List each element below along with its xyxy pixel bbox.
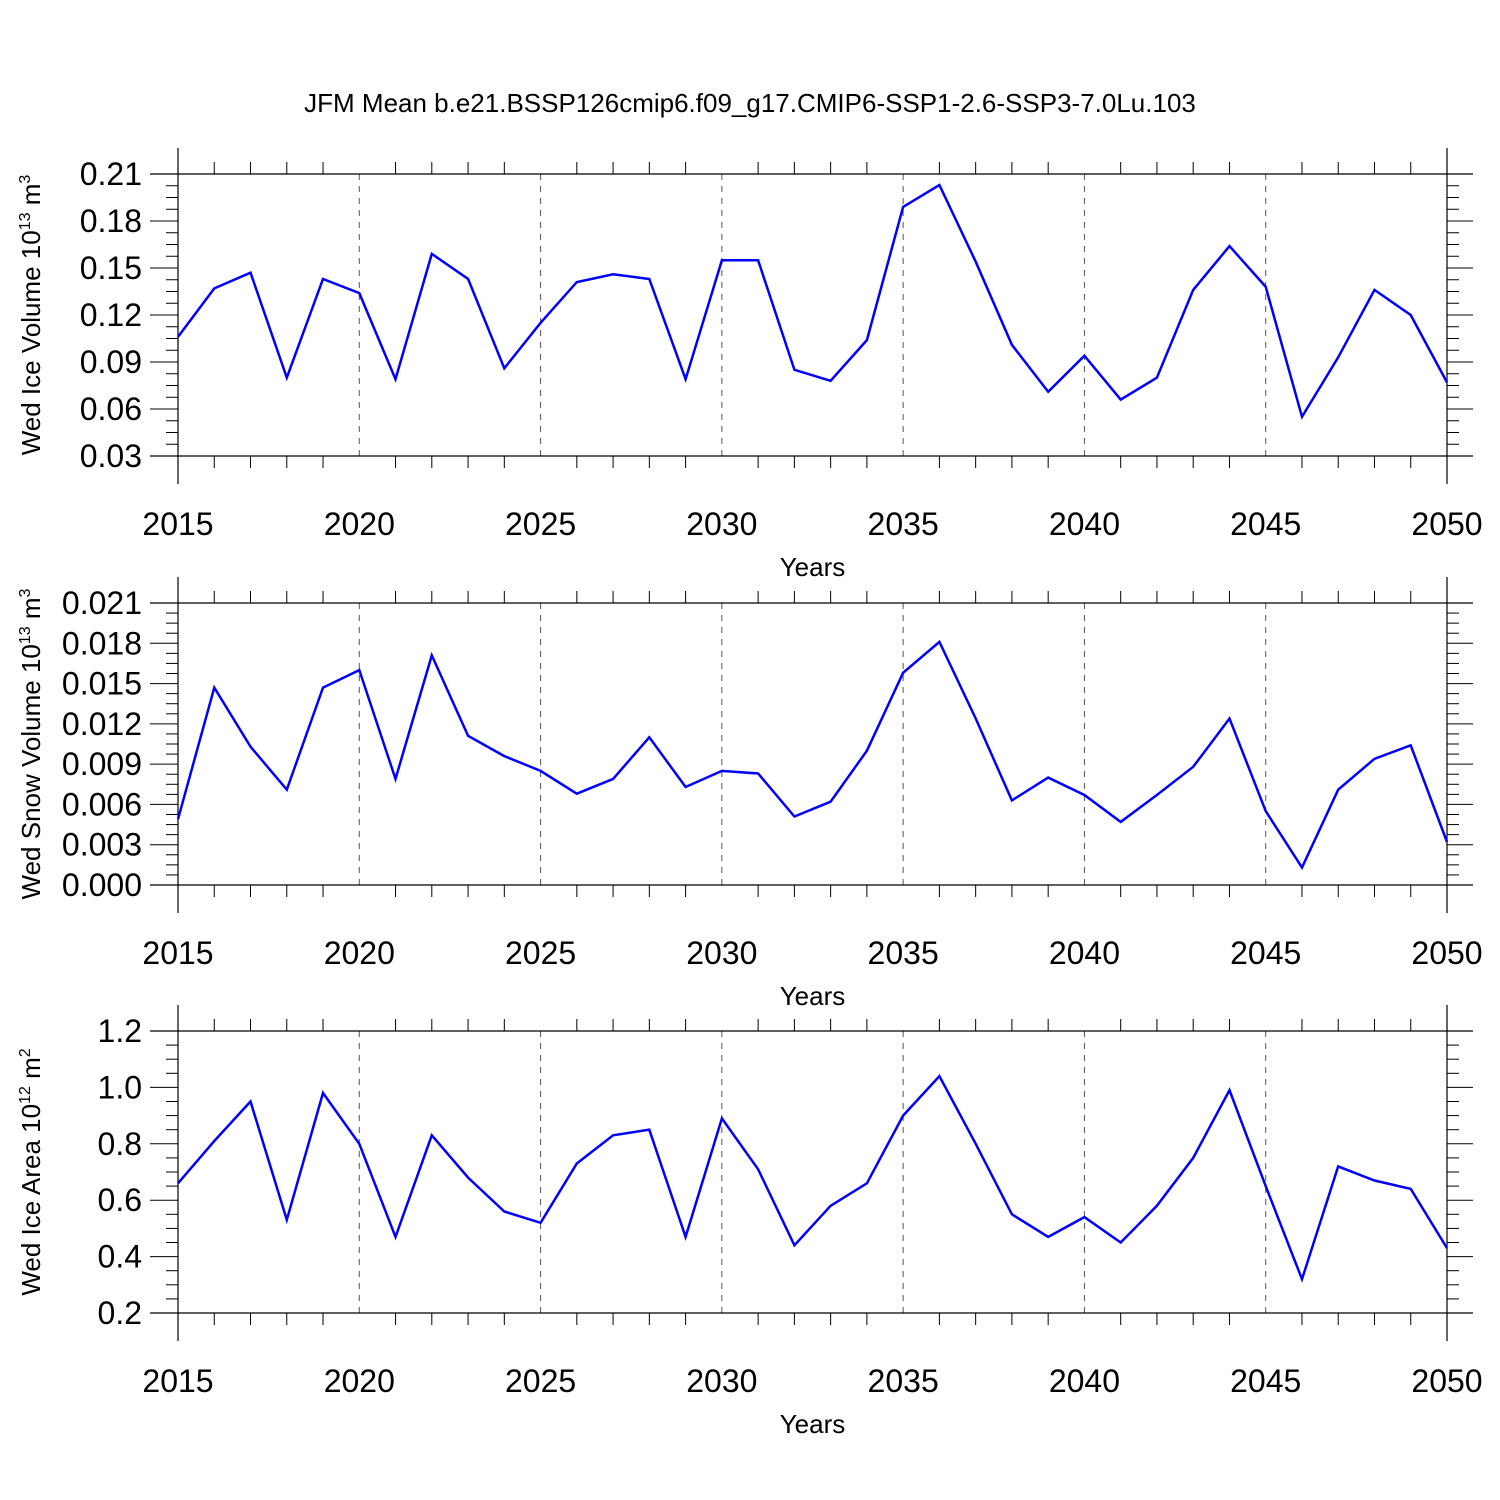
y-axis-title-unit: m: [16, 1057, 46, 1086]
panel-1: 0.03 0.06 0.09 0.12 0.15 0.18 0.21 2015 2020 2025…: [16, 148, 1483, 582]
x-tick-label: 2040: [1049, 506, 1120, 542]
y-tick-label: 0.006: [62, 786, 142, 822]
y-axis-title-exponent: 12: [17, 1086, 34, 1104]
y-tick-label: 0.4: [98, 1239, 142, 1275]
y-tick-label: 0.15: [80, 250, 142, 286]
y-tick-label: 0.000: [62, 867, 142, 903]
y-axis-title-unit-exponent: 2: [17, 1048, 34, 1057]
y-axis-title-exponent: 13: [17, 212, 34, 230]
x-tick-label: 2050: [1411, 506, 1482, 542]
y-axis-title: Wed Ice Area 1012 m2: [16, 1048, 46, 1295]
x-tick-label: 2045: [1230, 935, 1301, 971]
y-tick-label: 0.21: [80, 156, 142, 192]
y-axis-title: Wed Snow Volume 1013 m3: [16, 588, 46, 899]
y-tick-label: 0.012: [62, 706, 142, 742]
x-tick-label: 2030: [686, 1363, 757, 1399]
y-axis-title-unit: m: [16, 597, 46, 626]
y-axis-title-main: Wed Ice Area 10: [16, 1104, 46, 1296]
x-tick-label: 2025: [505, 935, 576, 971]
x-tick-label: 2030: [686, 935, 757, 971]
x-tick-label: 2040: [1049, 1363, 1120, 1399]
y-tick-label: 0.09: [80, 344, 142, 380]
x-tick-label: 2015: [142, 506, 213, 542]
x-tick-label: 2020: [324, 1363, 395, 1399]
y-tick-label: 0.021: [62, 585, 142, 621]
panels: 0.03 0.06 0.09 0.12 0.15 0.18 0.21 2015 2020 2025…: [16, 148, 1483, 1439]
series-line: [177, 1073, 1449, 1283]
x-tick-label: 2050: [1411, 935, 1482, 971]
y-tick-label: 1.2: [98, 1013, 142, 1049]
y-axis-title-unit: m: [16, 184, 46, 213]
y-tick-label: 0.009: [62, 746, 142, 782]
x-tick-label: 2025: [505, 506, 576, 542]
y-axis-title: Wed Ice Volume 1013 m3: [16, 175, 46, 456]
y-axis-title-unit-exponent: 3: [17, 588, 34, 597]
x-tick-label: 2035: [868, 1363, 939, 1399]
y-axis-title-exponent: 13: [17, 626, 34, 644]
x-tick-label: 2025: [505, 1363, 576, 1399]
x-tick-label: 2035: [868, 506, 939, 542]
series-line: [176, 639, 1449, 871]
y-tick-label: 0.06: [80, 391, 142, 427]
y-tick-label: 0.18: [80, 203, 142, 239]
x-tick-label: 2040: [1049, 935, 1120, 971]
x-tick-label: 2050: [1411, 1363, 1482, 1399]
y-tick-label: 0.6: [98, 1182, 142, 1218]
x-tick-label: 2035: [868, 935, 939, 971]
x-tick-label: 2015: [142, 935, 213, 971]
panel-2: 0.000 0.003 0.006 0.009 0.012 0.015 0.018 0.021…: [16, 577, 1483, 1011]
series-line: [176, 183, 1449, 420]
y-tick-label: 0.018: [62, 625, 142, 661]
x-tick-label: 2015: [142, 1363, 213, 1399]
x-tick-label: 2030: [686, 506, 757, 542]
y-axis-title-main: Wed Snow Volume 10: [16, 644, 46, 899]
y-tick-label: 0.003: [62, 827, 142, 863]
y-tick-label: 0.8: [98, 1126, 142, 1162]
x-axis-title: Years: [780, 981, 846, 1011]
x-axis-title: Years: [780, 1409, 846, 1439]
y-axis-title-unit-exponent: 3: [17, 175, 34, 184]
x-tick-label: 2045: [1230, 1363, 1301, 1399]
y-tick-label: 0.12: [80, 297, 142, 333]
x-tick-label: 2020: [324, 506, 395, 542]
panel-3: 0.2 0.4 0.6 0.8 1.0 1.2 2015 2020 2025 2030 2035 20…: [16, 1005, 1483, 1439]
y-tick-label: 0.015: [62, 666, 142, 702]
x-tick-label: 2045: [1230, 506, 1301, 542]
y-tick-label: 1.0: [98, 1069, 142, 1105]
x-axis-title: Years: [780, 552, 846, 582]
x-tick-label: 2020: [324, 935, 395, 971]
y-tick-label: 0.03: [80, 438, 142, 474]
figure-title: JFM Mean b.e21.BSSP126cmip6.f09_g17.CMIP…: [304, 88, 1196, 118]
y-tick-label: 0.2: [98, 1295, 142, 1331]
y-axis-title-main: Wed Ice Volume 10: [16, 230, 46, 455]
